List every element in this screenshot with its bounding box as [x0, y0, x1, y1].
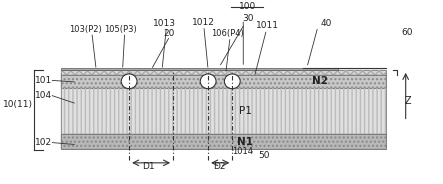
- Text: 102: 102: [35, 138, 52, 147]
- Ellipse shape: [200, 74, 216, 89]
- Text: Z: Z: [404, 96, 411, 106]
- FancyBboxPatch shape: [61, 88, 386, 134]
- Text: 101: 101: [35, 76, 52, 85]
- Text: 1014: 1014: [232, 147, 253, 156]
- Text: 1012: 1012: [192, 18, 215, 26]
- Text: 104: 104: [35, 91, 52, 100]
- FancyBboxPatch shape: [61, 68, 338, 70]
- Text: 40: 40: [320, 20, 331, 28]
- Text: 50: 50: [259, 151, 270, 160]
- Text: 100: 100: [239, 2, 256, 11]
- Text: D1: D1: [143, 162, 155, 171]
- Text: P1: P1: [239, 106, 252, 116]
- Text: D2: D2: [213, 162, 225, 171]
- FancyBboxPatch shape: [61, 75, 386, 88]
- Text: 60: 60: [401, 28, 413, 37]
- Text: N2: N2: [312, 76, 328, 86]
- Text: 30: 30: [242, 14, 253, 23]
- Text: 1011: 1011: [256, 21, 279, 30]
- Text: 106(P4): 106(P4): [211, 29, 244, 38]
- Text: N1: N1: [237, 137, 253, 147]
- Ellipse shape: [121, 74, 137, 89]
- FancyBboxPatch shape: [61, 70, 386, 75]
- FancyBboxPatch shape: [61, 134, 386, 149]
- Text: 1013: 1013: [153, 20, 176, 28]
- Text: 103(P2): 103(P2): [69, 25, 101, 34]
- Ellipse shape: [225, 74, 240, 89]
- Text: 20: 20: [163, 29, 175, 38]
- Text: 10(11): 10(11): [3, 100, 33, 109]
- Text: 105(P3): 105(P3): [104, 25, 137, 34]
